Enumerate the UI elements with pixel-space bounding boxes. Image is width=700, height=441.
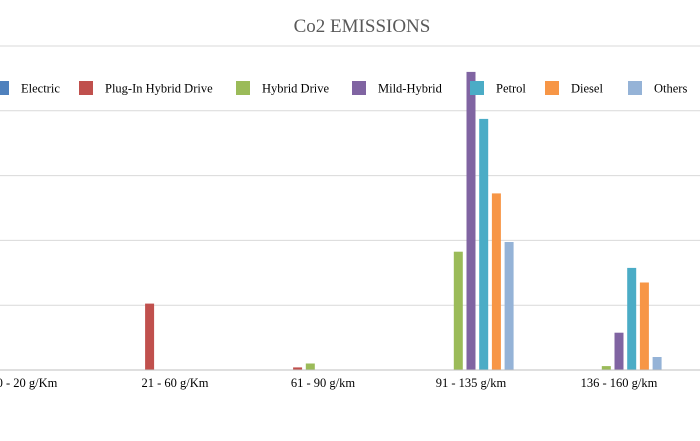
- x-tick-label: 61 - 90 g/km: [291, 376, 356, 390]
- legend-label: Mild-Hybrid: [378, 82, 443, 96]
- x-tick-label: 136 - 160 g/km: [581, 376, 658, 390]
- bar-petrol: [479, 118, 489, 371]
- legend-swatch: [545, 81, 559, 95]
- bar-mild-hybrid: [466, 71, 476, 371]
- legend-swatch: [79, 81, 93, 95]
- x-axis-tick-labels: 0 - 20 g/Km 21 - 60 g/Km 61 - 90 g/km 91 - …: [0, 376, 658, 390]
- legend-swatch: [352, 81, 366, 95]
- gridlines: [0, 45, 700, 306]
- legend-label: Hybrid Drive: [262, 82, 329, 96]
- legend-label: Others: [654, 82, 687, 96]
- bar-plug-in-hybrid-drive: [293, 367, 303, 370]
- bar-others: [652, 357, 662, 370]
- legend: Electric Plug-In Hybrid Drive Hybrid Drive…: [0, 81, 687, 96]
- legend-swatch: [628, 81, 642, 95]
- x-tick-label: 91 - 135 g/km: [436, 376, 507, 390]
- bar-diesel: [491, 193, 501, 370]
- bars: [145, 71, 662, 371]
- legend-label: Diesel: [571, 82, 603, 96]
- legend-label: Petrol: [496, 82, 526, 96]
- bar-plug-in-hybrid-drive: [145, 303, 155, 370]
- bar-hybrid-drive: [453, 251, 463, 370]
- legend-label: Electric: [21, 82, 60, 96]
- bar-hybrid-drive: [305, 363, 315, 370]
- legend-label: Plug-In Hybrid Drive: [105, 82, 213, 96]
- x-tick-label: 21 - 60 g/Km: [141, 376, 208, 390]
- bar-petrol: [627, 267, 637, 370]
- legend-swatch: [236, 81, 250, 95]
- bar-others: [504, 242, 514, 370]
- bar-mild-hybrid: [614, 332, 624, 370]
- x-tick-label: 0 - 20 g/Km: [0, 376, 58, 390]
- chart-title: Co2 EMISSIONS: [294, 16, 431, 37]
- bar-hybrid-drive: [601, 366, 611, 370]
- legend-swatch: [0, 81, 9, 95]
- legend-swatch: [470, 81, 484, 95]
- bar-diesel: [639, 282, 649, 370]
